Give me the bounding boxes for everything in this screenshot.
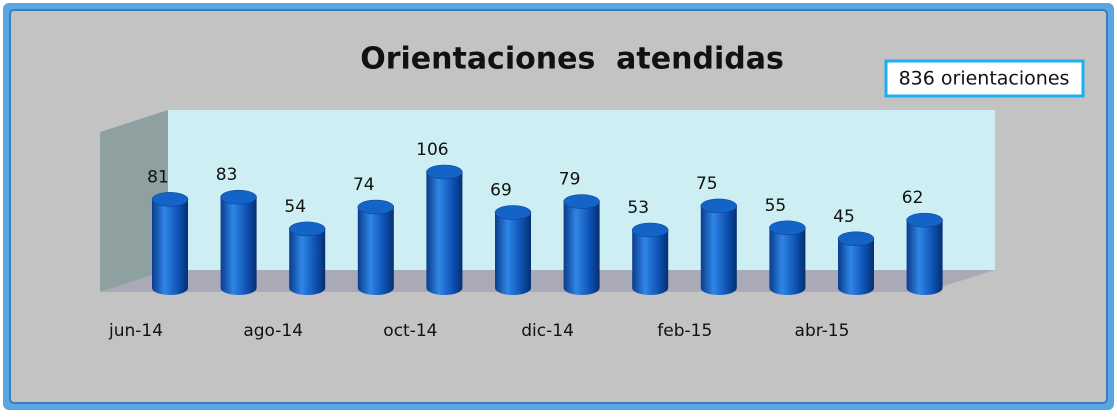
x-tick-label: jun-14 [108, 321, 163, 341]
bar [494, 205, 532, 295]
bar [220, 189, 257, 296]
bar [563, 194, 600, 296]
value-label: 62 [902, 188, 924, 208]
bar [631, 222, 669, 296]
bar-body [769, 227, 806, 296]
chart-title: Orientaciones atendidas [360, 42, 784, 77]
bar-body [152, 199, 188, 295]
side-wall [100, 110, 168, 292]
bar-body [838, 238, 874, 295]
value-label: 53 [627, 198, 649, 218]
value-label: 83 [216, 165, 238, 185]
value-label: 79 [559, 170, 581, 190]
bar-top [426, 164, 463, 180]
bar [288, 221, 326, 296]
bar-body [906, 220, 943, 296]
x-tick-label: abr-15 [795, 321, 850, 341]
bar-top [769, 220, 806, 236]
bar [357, 199, 395, 296]
bar-top [288, 221, 326, 237]
bar-body [426, 172, 463, 296]
bar [700, 198, 738, 296]
bar-top [631, 222, 669, 238]
bar-top [494, 205, 532, 220]
bar-top [151, 192, 189, 207]
value-label: 45 [833, 207, 855, 227]
bar-body [289, 228, 326, 296]
bar-top [700, 198, 738, 214]
bar-top [357, 199, 395, 215]
value-label: 55 [765, 196, 787, 216]
annotation: 836 orientaciones [899, 68, 1070, 90]
value-label: 81 [147, 167, 169, 187]
bar-body [357, 207, 394, 296]
bar-body [700, 205, 737, 296]
annotation-box [884, 59, 1085, 98]
bar [837, 231, 875, 295]
bar [769, 220, 806, 296]
bar-top [837, 231, 875, 247]
bar-body [220, 197, 257, 296]
bar-body [563, 201, 600, 296]
bar [426, 164, 463, 296]
bar-top [220, 189, 257, 205]
bar-body [495, 212, 531, 295]
value-label: 106 [416, 140, 448, 160]
bar [906, 212, 943, 296]
bar-body [632, 230, 669, 296]
x-tick-label: ago-14 [243, 321, 303, 341]
value-label: 75 [696, 174, 718, 194]
x-tick-label: oct-14 [383, 321, 437, 341]
value-label: 69 [490, 180, 512, 200]
x-tick-label: dic-14 [521, 321, 574, 341]
x-tick-label: feb-15 [657, 321, 712, 341]
bar-top [563, 194, 600, 209]
value-label: 74 [353, 175, 375, 195]
bar [151, 192, 189, 295]
value-label: 54 [284, 197, 306, 217]
bar-top [906, 212, 943, 228]
